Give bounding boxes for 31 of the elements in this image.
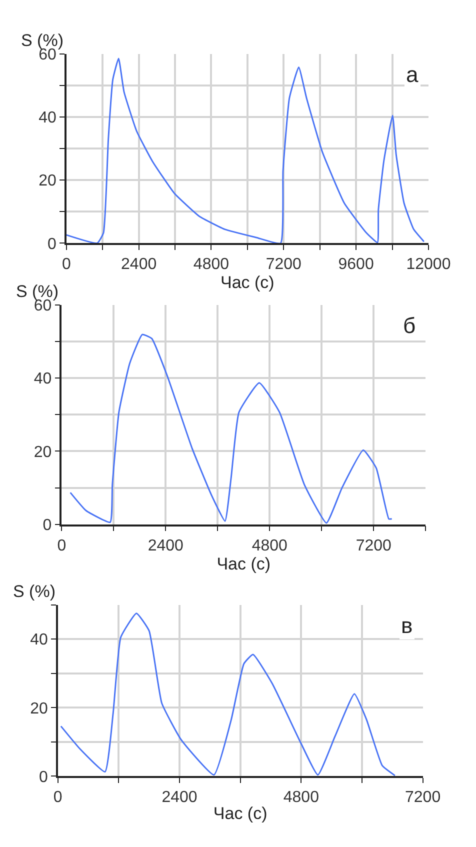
- y-axis-title: S (%): [13, 582, 56, 601]
- y-tick-label: 0: [39, 768, 48, 786]
- x-tick-label: 2400: [148, 537, 184, 554]
- x-axis-title: Час (с): [220, 273, 274, 292]
- x-tick-label: 7200: [266, 256, 302, 274]
- x-tick-label: 4800: [252, 537, 288, 554]
- x-axis-title: Час (с): [216, 554, 271, 574]
- annotation: а: [406, 62, 419, 87]
- line-series: [70, 334, 393, 524]
- y-tick-label: 0: [42, 517, 52, 534]
- x-tick-label: 9600: [338, 256, 374, 274]
- x-tick-label: 4800: [283, 789, 320, 806]
- line-series: [60, 612, 396, 776]
- y-tick-label: 20: [34, 444, 52, 461]
- x-tick-label: 0: [62, 256, 71, 274]
- annotation: в: [401, 613, 413, 638]
- y-tick-label: 0: [48, 236, 57, 253]
- y-tick-label: 20: [30, 700, 48, 718]
- y-tick-label: 20: [38, 172, 57, 190]
- x-tick-label: 2400: [162, 789, 198, 806]
- x-tick-label: 7200: [405, 789, 441, 806]
- x-tick-label: 7200: [356, 537, 392, 554]
- annotation: б: [403, 313, 416, 338]
- x-tick-label: 4800: [193, 256, 230, 274]
- line-series: [66, 58, 425, 244]
- x-axis-title: Час (с): [213, 804, 268, 824]
- x-tick-label: 2400: [121, 256, 157, 274]
- x-tick-label: 12000: [406, 256, 451, 274]
- y-tick-label: 40: [34, 370, 52, 388]
- y-tick-label: 40: [38, 110, 57, 127]
- y-tick-label: 40: [30, 632, 48, 649]
